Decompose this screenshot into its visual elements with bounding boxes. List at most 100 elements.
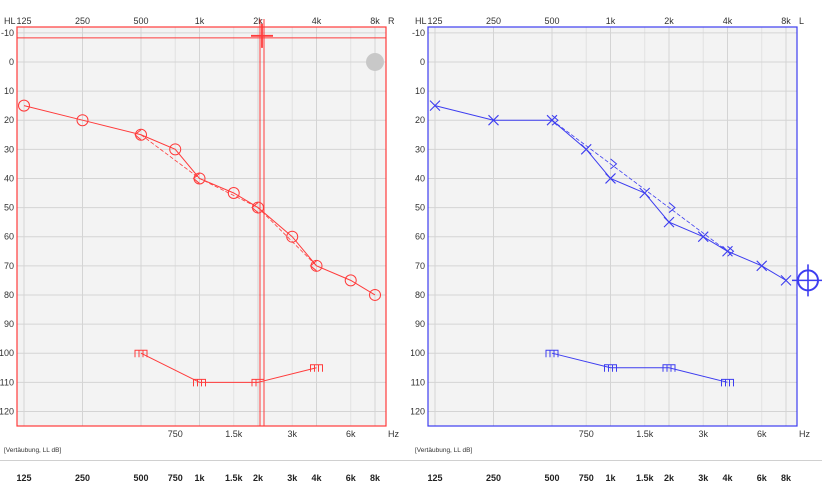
db-tick-label: 100 [411, 348, 425, 358]
top-frequency-label: 4k [312, 16, 322, 26]
db-tick-label: 20 [415, 115, 425, 125]
bone-conduction-marker [251, 202, 259, 213]
air-conduction-marker [488, 114, 499, 126]
db-tick-label: 120 [411, 406, 425, 416]
top-frequency-label: 8k [781, 16, 791, 26]
db-tick-label: 90 [415, 319, 425, 329]
db-tick-label: 30 [415, 144, 425, 154]
bone-conduction-marker [551, 114, 559, 126]
circle-marker [76, 114, 89, 127]
cross-marker [780, 274, 792, 286]
db-tick-label: 120 [0, 406, 14, 416]
bone-conduction-line [140, 134, 317, 267]
left-ear-audiogram[interactable]: HL 125 250 500 1k 2k 4k 8k L -10 0 10 20 30 40 50 60 70 80… [411, 0, 822, 460]
footer-frequency-label: 3k [698, 473, 709, 483]
footer-frequency-label: 1k [605, 473, 616, 483]
db-tick-label: 60 [4, 232, 14, 242]
plot-area[interactable] [17, 27, 386, 426]
db-tick-label: 70 [415, 261, 425, 271]
air-conduction-marker [76, 114, 89, 127]
db-tick-label: -10 [412, 28, 425, 38]
air-conduction-line [23, 105, 376, 296]
db-tick-label: 10 [4, 86, 14, 96]
bracket-marker [545, 349, 559, 358]
air-conduction-marker [169, 143, 182, 156]
air-conduction-marker [344, 274, 357, 287]
air-conduction-marker [663, 216, 675, 228]
cross-marker [639, 187, 651, 199]
plot-area[interactable] [428, 27, 797, 426]
footer-frequency-label: 750 [168, 473, 183, 483]
db-tick-label: 60 [415, 232, 425, 242]
footer-frequency-label: 125 [427, 473, 442, 483]
frequency-footer: 125 250 500 750 1k 1.5k 2k 3k 4k 6k 8k 125 250 500 750… [0, 466, 822, 496]
bracket-marker [134, 349, 148, 358]
bone-conduction-marker [134, 129, 142, 141]
frequency-footer-labels: 125 250 500 750 1k 1.5k 2k 3k 4k 6k 8k 125 250 500 750… [16, 473, 792, 483]
db-tick-label: 100 [0, 348, 14, 358]
top-frequency-label: 8k [370, 16, 380, 26]
footer-frequency-label: 250 [486, 473, 501, 483]
top-frequency-label: 4k [723, 16, 733, 26]
cross-marker [580, 143, 592, 155]
air-conduction-marker [429, 100, 441, 112]
angle-left-marker [309, 260, 317, 272]
bracket-marker [721, 378, 734, 387]
bottom-frequency-label: 3k [698, 429, 708, 439]
bottom-frequency-label: 1.5k [636, 429, 654, 439]
footer-frequency-label: 250 [75, 473, 90, 483]
top-frequency-label: 500 [133, 16, 148, 26]
footer-frequency-label: 2k [253, 473, 264, 483]
plot-frame [427, 26, 798, 427]
footer-frequency-label: 2k [664, 473, 675, 483]
db-tick-label: 0 [420, 57, 425, 67]
cross-marker [546, 114, 558, 126]
db-tick-label: 80 [4, 290, 14, 300]
top-frequency-label: 500 [544, 16, 559, 26]
cross-marker [605, 173, 616, 184]
footer-frequency-label: 8k [370, 473, 381, 483]
db-tick-label: 10 [415, 86, 425, 96]
top-frequency-label: 125 [16, 16, 31, 26]
db-tick-label: 40 [415, 173, 425, 183]
left-ear-panel[interactable]: HL 125 250 500 1k 2k 4k 8k L -10 0 10 20 30 40 50 60 70 80… [411, 0, 822, 496]
right-ear-panel[interactable]: HL 125 250 500 1k 2k 4k 8k R -10 0 10 20 30 40 50 60 70 80… [0, 0, 411, 496]
cursor-dot-icon[interactable] [366, 52, 384, 71]
angle-right-marker [610, 158, 618, 170]
angle-left-marker [251, 202, 259, 213]
air-conduction-marker [639, 187, 651, 199]
bracket-marker [662, 364, 676, 372]
masking-line [551, 352, 728, 383]
bone-conduction-marker [668, 202, 676, 213]
cross-marker [429, 100, 441, 112]
air-conduction-marker [546, 114, 558, 126]
db-tick-label: 50 [4, 203, 14, 213]
cross-marker [663, 216, 675, 228]
footer-frequency-label: 500 [544, 473, 559, 483]
circle-marker [369, 288, 381, 301]
masking-marker [604, 364, 617, 372]
footer-frequency-label: 1k [194, 473, 205, 483]
hl-axis-label: HL [415, 16, 427, 26]
db-tick-label: 50 [415, 203, 425, 213]
cross-marker [488, 114, 499, 126]
crosshair-cursor-icon[interactable] [251, 23, 273, 48]
air-conduction-marker [605, 173, 616, 184]
circle-marker [18, 99, 30, 112]
db-tick-label: -10 [1, 28, 14, 38]
footer-frequency-label: 6k [346, 473, 357, 483]
footer-frequency-label: 1.5k [225, 473, 244, 483]
top-frequency-label: 2k [664, 16, 674, 26]
hl-axis-label: HL [4, 16, 16, 26]
bottom-frequency-label: 6k [757, 429, 767, 439]
crosshair-cursor-icon[interactable] [792, 264, 822, 297]
top-frequency-label: 2k [253, 16, 263, 26]
bracket-marker [193, 378, 206, 387]
bone-conduction-marker [727, 245, 735, 257]
right-ear-audiogram[interactable]: HL 125 250 500 1k 2k 4k 8k R -10 0 10 20 30 40 50 60 70 80… [0, 0, 411, 460]
bone-conduction-marker [309, 260, 317, 272]
air-conduction-marker [18, 99, 30, 112]
ear-side-label: R [388, 16, 395, 26]
masking-marker [662, 364, 676, 372]
footer-frequency-label: 6k [757, 473, 768, 483]
